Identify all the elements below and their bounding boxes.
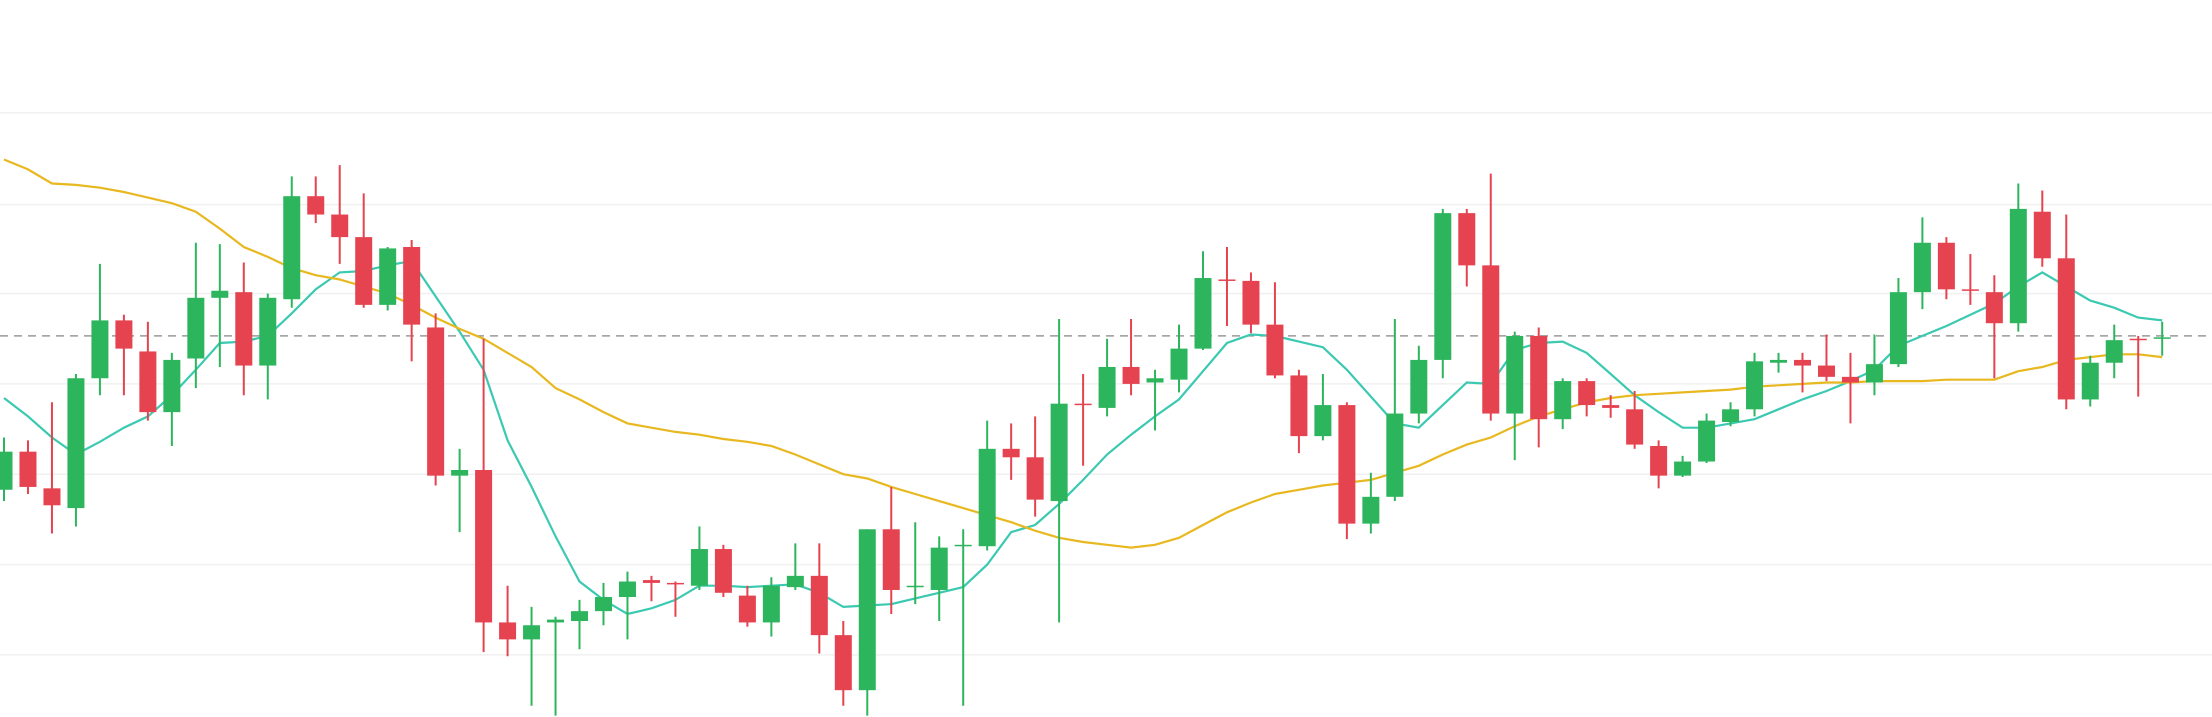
candle-body xyxy=(91,320,109,379)
candle-body xyxy=(1530,335,1548,420)
candle-body xyxy=(1985,292,2003,324)
candle-body xyxy=(1170,348,1188,380)
candle-body xyxy=(379,248,397,305)
candle-body xyxy=(1434,213,1452,360)
candle-body xyxy=(1817,365,1835,377)
candle-body xyxy=(139,351,157,413)
candle-body xyxy=(1841,376,1859,383)
candle-body xyxy=(1242,280,1260,325)
candle-body xyxy=(1362,496,1380,524)
candle-body xyxy=(1674,461,1692,476)
candle-body xyxy=(834,635,852,691)
candle-body xyxy=(642,580,660,583)
candle-body xyxy=(1578,381,1596,406)
candle-body xyxy=(451,470,469,476)
candle-body xyxy=(1386,413,1404,497)
candle-body xyxy=(67,378,85,509)
candle-body xyxy=(331,214,349,238)
candle-body xyxy=(1410,359,1428,414)
candle-body xyxy=(2105,340,2123,363)
candle-body xyxy=(43,488,61,506)
candle-body xyxy=(1458,213,1476,266)
candle-body xyxy=(1698,420,1716,462)
candle-body xyxy=(1074,403,1092,406)
candle-body xyxy=(1218,279,1236,281)
candle-body xyxy=(1314,405,1332,437)
candle-body xyxy=(786,575,804,588)
candle-body xyxy=(1050,403,1068,502)
candle-body xyxy=(1602,405,1620,408)
candle-body xyxy=(762,585,780,623)
candle-body xyxy=(2081,362,2099,400)
candle-body xyxy=(1122,366,1140,384)
candle-body xyxy=(1002,448,1020,458)
candle-body xyxy=(906,585,924,588)
candle-body xyxy=(2057,258,2075,400)
candle-body xyxy=(1889,292,1907,365)
candle-body xyxy=(1722,409,1740,423)
candle-body xyxy=(403,246,421,325)
candle-body xyxy=(930,547,948,590)
candle-body xyxy=(1098,366,1116,408)
candle-body xyxy=(259,297,277,366)
candle-body xyxy=(1937,242,1955,290)
candle-body xyxy=(1770,359,1788,363)
candle-body xyxy=(163,359,181,413)
candle-body xyxy=(19,451,37,487)
candle-body xyxy=(307,196,325,215)
candle-body xyxy=(1746,361,1764,410)
candle-body xyxy=(690,549,708,586)
candle-body xyxy=(475,470,493,623)
candle-body xyxy=(1506,335,1524,414)
candle-body xyxy=(978,448,996,547)
candle-body xyxy=(1266,324,1284,376)
candle-body xyxy=(666,582,684,585)
candle-body xyxy=(2033,211,2051,259)
candle-body xyxy=(523,625,541,640)
candle-body xyxy=(2009,208,2027,324)
candle-body xyxy=(115,320,133,349)
candle-body xyxy=(2129,338,2147,341)
candle-body xyxy=(1482,265,1500,414)
moving-average-line xyxy=(3,158,2163,549)
candle-body xyxy=(211,290,229,298)
candle-body xyxy=(595,597,612,612)
candle-body xyxy=(1554,381,1572,420)
candle-body xyxy=(1913,242,1931,293)
candle-body xyxy=(1865,364,1883,383)
candle-body xyxy=(954,544,972,547)
candle-body xyxy=(1146,378,1164,383)
candle-body xyxy=(810,575,828,636)
candle-body xyxy=(1961,289,1979,291)
candle-body xyxy=(355,237,373,305)
candle-body xyxy=(858,529,876,691)
candle-body xyxy=(1338,405,1356,524)
candle-body xyxy=(1650,446,1668,476)
candle-body xyxy=(571,611,589,622)
candle-body xyxy=(1794,359,1811,366)
candle-body xyxy=(0,451,13,490)
candle-body xyxy=(499,622,517,640)
candle-body xyxy=(427,327,445,476)
candle-body xyxy=(2153,337,2171,339)
candle-body xyxy=(882,529,900,590)
candle-body xyxy=(547,619,565,623)
candle-body xyxy=(714,549,732,593)
candle-body xyxy=(738,595,756,623)
candle-body xyxy=(283,196,301,300)
candle-body xyxy=(1194,278,1212,349)
candle-body xyxy=(235,292,253,366)
candle-body xyxy=(1626,409,1644,445)
candle-body xyxy=(618,581,636,598)
candle-body xyxy=(1290,375,1308,437)
candle-body xyxy=(1026,457,1044,500)
candle-body xyxy=(187,297,205,359)
